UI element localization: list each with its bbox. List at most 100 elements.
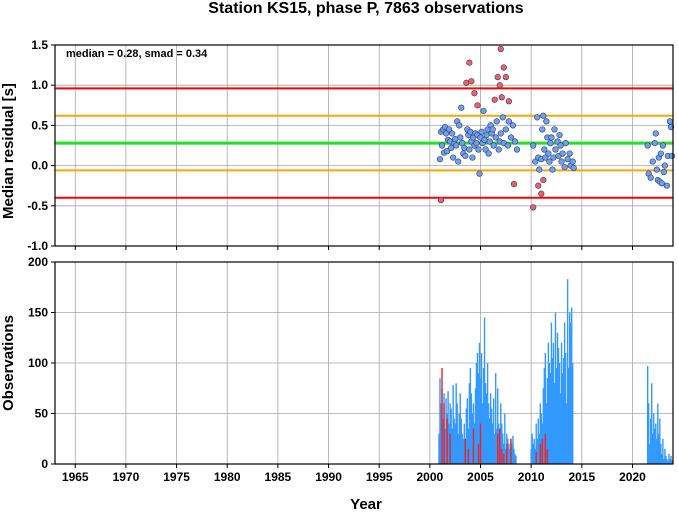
- inlier-bar: [445, 398, 447, 464]
- inlier-bar: [660, 443, 662, 464]
- outlier-point: [538, 190, 545, 197]
- inlier-point: [443, 148, 451, 155]
- inlier-point: [549, 166, 556, 173]
- inlier-bar: [512, 435, 514, 464]
- residual-ytick-label: -1.0: [27, 239, 48, 253]
- observations-frame: [54, 261, 674, 465]
- inlier-bar: [476, 352, 479, 464]
- residual-panel: -1.0 -0.5 0.0 0.5 1.0 1.5: [27, 38, 676, 253]
- inlier-point: [546, 158, 553, 165]
- inlier-bar: [483, 317, 486, 464]
- inlier-point: [458, 104, 465, 111]
- x-tick-label: 2010: [518, 470, 545, 484]
- observations-ytick-label: 100: [28, 356, 48, 370]
- outlier-bar: [499, 428, 501, 464]
- outlier-bar: [441, 368, 443, 464]
- x-tick-label: 1975: [163, 470, 190, 484]
- inlier-bar: [486, 363, 489, 464]
- inlier-bar: [463, 423, 465, 464]
- inlier-bar: [504, 413, 506, 464]
- inlier-bar: [543, 368, 546, 464]
- x-tick-label: 2005: [467, 470, 494, 484]
- residual-ytick-label: 0.0: [31, 159, 48, 173]
- inlier-point: [548, 134, 555, 141]
- x-tick-label: 2015: [568, 470, 595, 484]
- inlier-point: [541, 146, 548, 153]
- inlier-bar: [658, 433, 660, 464]
- inlier-bar: [659, 418, 661, 464]
- inlier-point: [564, 156, 571, 163]
- bottom-ylabel: Observations: [0, 315, 17, 411]
- inlier-bar: [559, 393, 562, 464]
- inlier-point: [661, 162, 668, 169]
- inlier-point: [667, 123, 675, 131]
- inlier-bar: [561, 373, 564, 464]
- inlier-bar: [444, 428, 446, 464]
- inlier-bar: [470, 393, 473, 464]
- inlier-bar: [454, 423, 456, 464]
- inlier-bar: [566, 279, 569, 464]
- observations-ytick-label: 150: [28, 306, 48, 320]
- inlier-point: [480, 107, 487, 115]
- inlier-bar: [665, 455, 667, 464]
- observations-ytick-label: 200: [28, 255, 48, 269]
- residual-frame: [54, 44, 674, 247]
- outlier-bar: [510, 438, 512, 464]
- inlier-bar: [466, 398, 469, 464]
- inlier-bar: [653, 413, 655, 464]
- inlier-bar: [489, 393, 492, 464]
- inlier-bar: [544, 352, 547, 464]
- inlier-bar: [656, 438, 658, 464]
- inlier-point: [450, 154, 457, 161]
- inlier-bar: [564, 352, 567, 464]
- inlier-point: [455, 158, 462, 165]
- inlier-bar: [568, 312, 571, 464]
- inlier-bar: [547, 342, 550, 464]
- inlier-point: [499, 114, 506, 121]
- inlier-bar: [451, 428, 453, 464]
- inlier-bar: [501, 423, 503, 464]
- inlier-bar: [539, 403, 541, 464]
- inlier-bar: [669, 458, 671, 464]
- inlier-bar: [565, 403, 568, 464]
- residual-ytick-label: 0.5: [31, 118, 48, 132]
- outlier-bar: [501, 448, 503, 464]
- inlier-bar: [487, 403, 490, 464]
- inlier-bar: [479, 378, 482, 464]
- inlier-bar: [563, 322, 566, 464]
- x-tick-label: 2020: [619, 470, 646, 484]
- outlier-point: [510, 180, 518, 188]
- outlier-bar: [546, 448, 549, 464]
- inlier-point: [462, 152, 469, 160]
- inlier-bar: [569, 322, 572, 464]
- inlier-point: [486, 138, 493, 145]
- inlier-bar: [452, 385, 454, 464]
- inlier-bar: [671, 459, 673, 464]
- outlier-point: [500, 64, 507, 71]
- inlier-bar: [545, 403, 548, 464]
- inlier-bar: [505, 448, 507, 464]
- outlier-bar: [541, 438, 544, 464]
- inlier-bar: [493, 433, 496, 464]
- inlier-bar: [462, 438, 464, 464]
- inlier-bar: [495, 373, 497, 464]
- inlier-point: [448, 144, 455, 152]
- inlier-bar: [537, 418, 539, 464]
- residual-ytick-label: -0.5: [27, 199, 48, 213]
- inlier-bar: [442, 418, 444, 464]
- inlier-bar: [546, 378, 549, 464]
- inlier-bar: [458, 413, 460, 464]
- inlier-point: [658, 180, 665, 187]
- inlier-point: [559, 150, 566, 157]
- inlier-point: [644, 142, 651, 149]
- inlier-point: [504, 142, 511, 149]
- inlier-bar: [663, 458, 665, 464]
- inlier-bar: [456, 403, 458, 464]
- inlier-bar: [497, 388, 499, 464]
- observations-ytick-label: 50: [35, 407, 49, 421]
- inlier-point: [449, 130, 456, 137]
- inlier-point: [663, 182, 671, 189]
- inlier-point: [653, 166, 660, 173]
- observations-ytick-label: 0: [41, 457, 48, 471]
